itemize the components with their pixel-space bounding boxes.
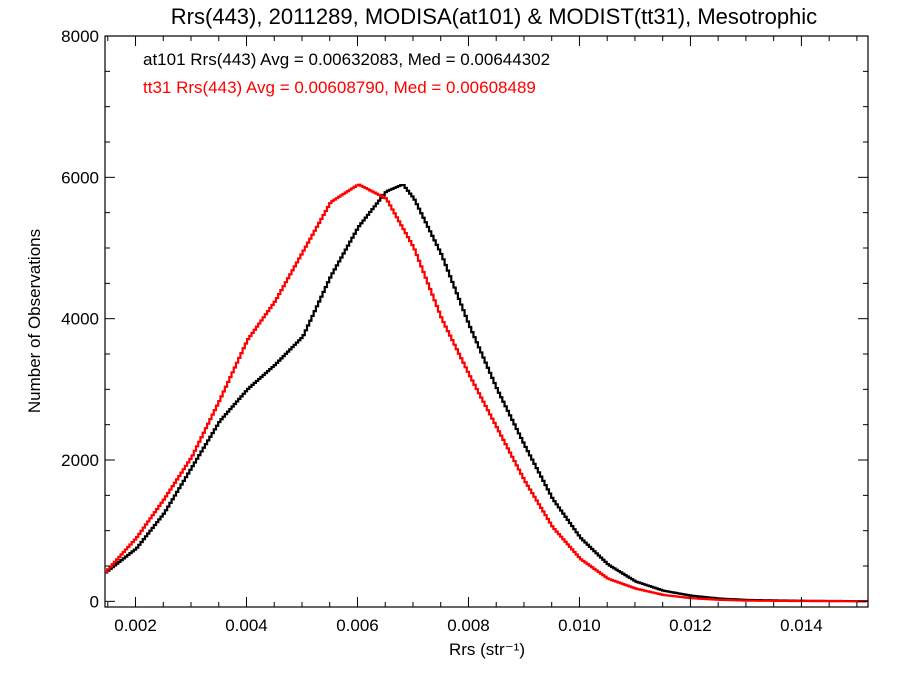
x-tick-label: 0.004: [225, 616, 268, 635]
annotation-at101: at101 Rrs(443) Avg = 0.00632083, Med = 0…: [143, 50, 550, 69]
y-tick-label: 4000: [61, 310, 99, 329]
x-axis-label: Rrs (str⁻¹): [449, 640, 525, 659]
x-tick-label: 0.012: [669, 616, 712, 635]
chart-title: Rrs(443), 2011289, MODISA(at101) & MODIS…: [171, 4, 817, 29]
y-tick-label: 8000: [61, 27, 99, 46]
series-line-tt31: [105, 183, 868, 603]
annotation-tt31: tt31 Rrs(443) Avg = 0.00608790, Med = 0.…: [143, 78, 536, 97]
plot-frame: [104, 35, 869, 608]
y-axis-label: Number of Observations: [25, 229, 44, 413]
ticks-layer: 0.002 0.004 0.006 0.008 0.010 0.012 0.014 0 2000…: [61, 27, 868, 635]
y-tick-label: 2000: [61, 451, 99, 470]
y-tick-label: 6000: [61, 168, 99, 187]
x-tick-label: 0.008: [447, 616, 490, 635]
x-tick-label: 0.002: [114, 616, 157, 635]
x-tick-label: 0.014: [780, 616, 823, 635]
y-tick-label: 0: [90, 592, 99, 611]
x-tick-label: 0.010: [558, 616, 601, 635]
series-line-at101: [105, 184, 868, 603]
x-tick-label: 0.006: [336, 616, 379, 635]
series-layer: [105, 183, 868, 603]
